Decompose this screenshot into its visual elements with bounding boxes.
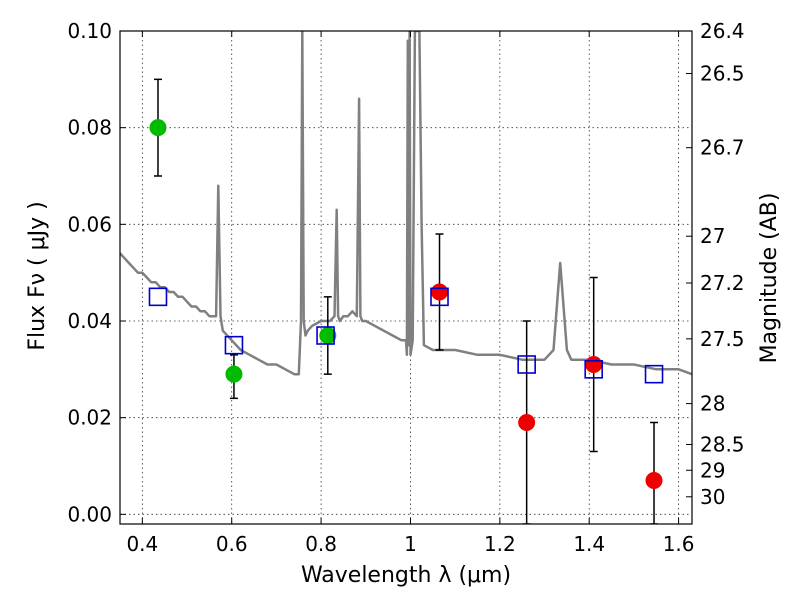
x-tick-label: 1 [404, 532, 417, 556]
x-tick-label: 1.6 [663, 532, 695, 556]
x-tick-label: 0.4 [126, 532, 158, 556]
x-tick-label: 0.8 [305, 532, 337, 556]
y2-axis-label: Magnitude (AB) [757, 193, 782, 364]
y-tick-label: 0.00 [67, 502, 112, 526]
model-spectrum-line [120, 31, 692, 376]
x-axis-label: Wavelength λ (μm) [301, 563, 511, 588]
model-photometry-point [517, 355, 536, 374]
data-point-infrared [585, 356, 603, 373]
y-tick-label: 0.08 [67, 116, 112, 140]
x-tick-label: 1.4 [573, 532, 605, 556]
y2-tick-label: 29 [700, 458, 725, 482]
plot-area [120, 31, 692, 524]
model-photometry-point [148, 287, 168, 307]
model-photometry-point [584, 360, 603, 379]
model-photometry-point [224, 335, 244, 355]
x-tick-label: 1.2 [484, 532, 516, 556]
y-tick-label: 0.06 [67, 212, 112, 236]
y-tick-label: 0.04 [67, 309, 112, 333]
model-photometry-point [316, 326, 335, 345]
data-point-optical [149, 119, 167, 137]
y2-tick-label: 26.5 [700, 62, 745, 86]
data-point-infrared [645, 472, 663, 489]
y2-tick-label: 26.4 [700, 19, 745, 43]
y2-tick-label: 27 [700, 224, 725, 248]
y2-tick-label: 27.2 [700, 271, 745, 295]
y2-tick-label: 28 [700, 392, 725, 416]
y2-tick-label: 30 [700, 485, 725, 509]
axes: 0.4 0.6 0.8 1 1.2 1.4 1.6 0.00 0.02 0.04 0.06 0.08 0… [67, 19, 744, 556]
y-tick-label: 0.10 [67, 19, 112, 43]
y-axis-label: Flux Fν ( μJy ) [25, 201, 50, 350]
data-point-optical [225, 365, 243, 383]
y2-tick-label: 26.7 [700, 136, 745, 160]
y-tick-label: 0.02 [67, 406, 112, 430]
y2-tick-label: 27.5 [700, 327, 745, 351]
y2-tick-label: 28.5 [700, 432, 745, 456]
plot-frame [119, 30, 693, 525]
model-photometry-point [644, 364, 664, 384]
data-point-infrared [518, 414, 536, 431]
data-point-infrared [431, 283, 449, 301]
model-photometry-point [430, 287, 449, 307]
x-tick-label: 0.6 [216, 532, 248, 556]
